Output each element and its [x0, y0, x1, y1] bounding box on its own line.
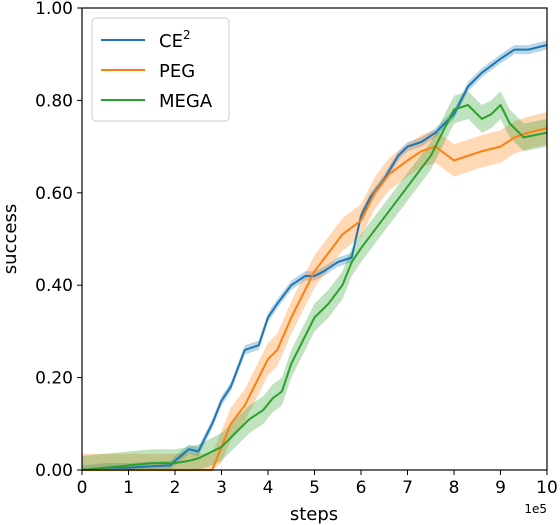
- y-tick-label: 0.80: [35, 91, 73, 111]
- legend: CE2 PEG MEGA: [91, 17, 230, 122]
- x-tick-label: 8: [449, 478, 460, 498]
- x-tick-label: 6: [356, 478, 367, 498]
- legend-box: [91, 17, 230, 122]
- x-tick-label: 1: [123, 478, 134, 498]
- x-tick-label: 0: [77, 478, 88, 498]
- x-tick-label: 4: [263, 478, 274, 498]
- x-axis-offset-label: 1e5: [524, 502, 547, 516]
- legend-entry-label: CE2: [159, 28, 191, 52]
- x-tick-label: 5: [309, 478, 320, 498]
- y-axis-label: success: [0, 204, 21, 274]
- y-tick-label: 1.00: [35, 0, 73, 19]
- series-line: [81, 104, 548, 471]
- legend-entry-label: PEG: [159, 61, 195, 82]
- series-line: [82, 127, 548, 471]
- x-tick-label: 9: [495, 478, 506, 498]
- confidence-band: [82, 111, 547, 471]
- y-tick-label: 0.40: [35, 276, 73, 296]
- legend-entry-label: MEGA: [159, 91, 213, 112]
- legend-label-base: CE: [159, 31, 183, 52]
- x-axis-label: steps: [290, 504, 338, 525]
- legend-label-superscript: 2: [183, 28, 191, 42]
- x-tick-label: 2: [170, 478, 181, 498]
- x-tick-label: 10: [536, 478, 558, 498]
- confidence-bands: [82, 40, 547, 471]
- x-axis: 0 1 2 3 4 5 6 7 8 9 10: [77, 470, 558, 498]
- series-line: [81, 44, 548, 471]
- x-tick-label: 7: [402, 478, 413, 498]
- y-axis: 0.00 0.20 0.40 0.60 0.80 1.00: [35, 0, 82, 481]
- y-tick-label: 0.20: [35, 369, 73, 389]
- x-tick-label: 3: [216, 478, 227, 498]
- y-tick-label: 0.60: [35, 184, 73, 204]
- y-tick-label: 0.00: [35, 461, 73, 481]
